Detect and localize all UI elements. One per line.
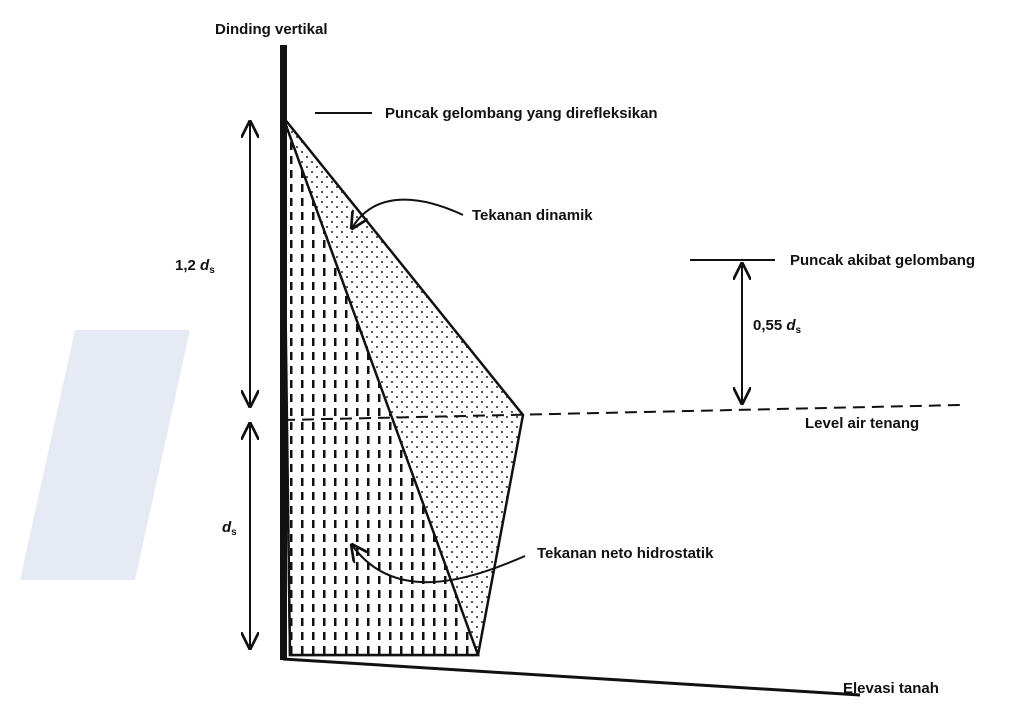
wall bbox=[280, 45, 287, 660]
label: Tekanan dinamik bbox=[472, 207, 593, 224]
dimension-symbol: d bbox=[200, 257, 210, 274]
label: Elevasi tanah bbox=[843, 680, 939, 697]
label: Level air tenang bbox=[805, 415, 919, 432]
label: Tekanan neto hidrostatik bbox=[537, 545, 714, 562]
dimension-subscript: s bbox=[231, 527, 237, 538]
dimension-value: 1,2 bbox=[175, 257, 196, 274]
dimension-symbol: d bbox=[786, 317, 796, 334]
dimension-subscript: s bbox=[796, 325, 802, 336]
label: Dinding vertikal bbox=[215, 21, 328, 38]
dimension-subscript: s bbox=[209, 265, 215, 276]
dimension-label: ds bbox=[222, 519, 237, 538]
dimension-value: 0,55 bbox=[753, 317, 782, 334]
dimension-symbol: d bbox=[222, 519, 232, 536]
ground-line bbox=[282, 657, 861, 697]
label: Puncak akibat gelombang bbox=[790, 252, 975, 269]
dimension-label: 1,2 ds bbox=[175, 257, 215, 276]
watermark bbox=[20, 330, 190, 580]
leader bbox=[352, 545, 526, 584]
label: Puncak gelombang yang direfleksikan bbox=[385, 105, 658, 122]
leader bbox=[352, 198, 464, 228]
dimension-label: 0,55 ds bbox=[753, 317, 802, 336]
